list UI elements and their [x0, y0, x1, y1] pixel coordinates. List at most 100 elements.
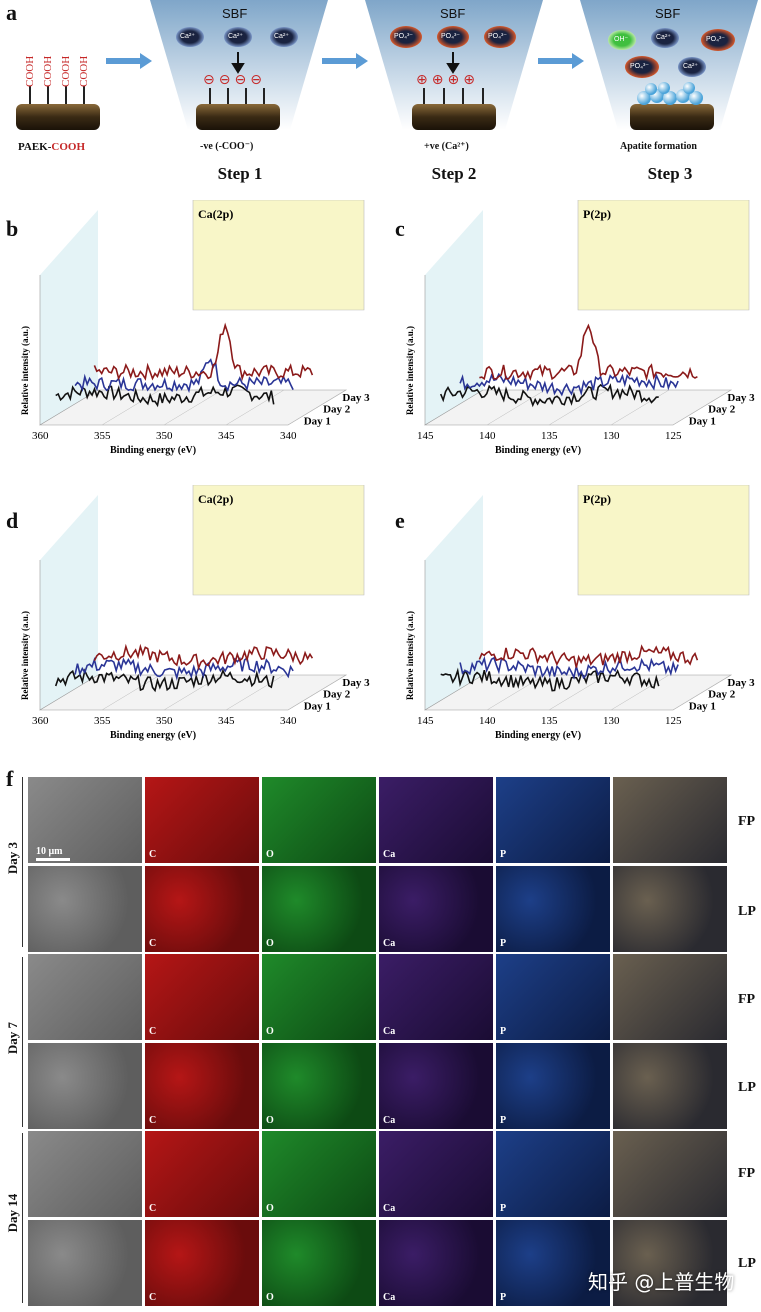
chart-title: Ca(2p) — [198, 492, 233, 506]
ion-label: Ca²⁺ — [683, 63, 698, 70]
grid-line — [486, 389, 546, 426]
eds-map-p: P — [496, 1042, 610, 1129]
eds-map-ca: Ca — [379, 1131, 493, 1217]
element-label: O — [266, 1203, 274, 1214]
series-line-day-2 — [74, 656, 294, 681]
element-label: O — [266, 1026, 274, 1037]
ion-label: Ca²⁺ — [180, 33, 195, 40]
overlay-map — [613, 865, 727, 952]
grid-line — [548, 389, 608, 426]
grid-line — [287, 389, 347, 426]
series-label: Day 3 — [342, 392, 370, 404]
x-axis-label: Binding energy (eV) — [495, 730, 581, 741]
ion-label: PO₄³⁻ — [441, 33, 460, 40]
series-label: Day 2 — [708, 689, 736, 701]
row-label: FP — [738, 992, 756, 1007]
xps-chart-c: P(2p) Relative intensity (a.u.) 145 140 135 1… — [405, 200, 755, 456]
x-tick-label: 135 — [541, 430, 558, 442]
day-bracket — [22, 777, 23, 947]
row-label: LP — [738, 1256, 756, 1271]
day-bracket — [22, 957, 23, 1127]
element-label: O — [266, 849, 274, 860]
x-tick-label: 135 — [541, 715, 558, 727]
element-label: P — [500, 1203, 507, 1214]
x-axis-label: Binding energy (eV) — [110, 730, 196, 741]
x-tick-label: 340 — [280, 430, 297, 442]
step1-caption: -ve (-COO⁻) — [200, 141, 254, 152]
grid-line — [672, 674, 732, 711]
rod-step2 — [412, 88, 496, 130]
panel-label-d: d — [6, 508, 19, 533]
y-axis-label: Relative intensity (a.u.) — [20, 326, 30, 415]
x-tick-label: 360 — [32, 430, 49, 442]
element-label: P — [500, 849, 507, 860]
overlay-map — [613, 1042, 727, 1129]
x-tick-label: 130 — [603, 715, 620, 727]
x-axis-label: Binding energy (eV) — [495, 445, 581, 456]
side-wall — [425, 495, 483, 710]
panel-label-c: c — [395, 216, 405, 241]
series-label: Day 3 — [342, 677, 370, 689]
cooh-labels: COOH COOH COOH COOH — [24, 55, 90, 87]
series-line-day-3 — [93, 322, 314, 382]
scale-bar: 10 μm — [36, 846, 70, 861]
chart-title: Ca(2p) — [198, 207, 233, 221]
element-label: Ca — [383, 937, 396, 949]
grid-line — [163, 674, 223, 711]
ion-label: OH⁻ — [614, 36, 629, 43]
ion-label: PO₄³⁻ — [706, 36, 725, 43]
x-tick-label: 345 — [218, 430, 235, 442]
sem-image — [28, 1219, 142, 1306]
element-label: P — [500, 1291, 507, 1303]
panel-label-f: f — [6, 766, 14, 791]
eds-map-p: P — [496, 865, 610, 952]
panel-a-schematic — [16, 0, 758, 130]
eds-map-o: O — [262, 954, 376, 1040]
step3-title: Step 3 — [647, 164, 693, 183]
x-tick-label: 140 — [479, 715, 496, 727]
x-tick-label: 350 — [156, 715, 173, 727]
series-label: Day 3 — [727, 677, 755, 689]
row-label: LP — [738, 904, 756, 919]
sem-image — [28, 1131, 142, 1217]
ion-label: Ca²⁺ — [274, 33, 289, 40]
chart-title: P(2p) — [583, 492, 611, 506]
sbf-label-3: SBF — [655, 6, 681, 21]
element-label: C — [149, 1114, 157, 1126]
element-label: C — [149, 937, 157, 949]
xps-chart-d: Ca(2p) Relative intensity (a.u.) 360 355 350… — [20, 485, 370, 741]
eds-map-ca: Ca — [379, 777, 493, 863]
element-label: Ca — [383, 849, 396, 860]
step3-caption: Apatite formation — [620, 141, 697, 152]
series-line-day-2 — [74, 358, 294, 394]
ions-step3 — [608, 28, 735, 78]
x-tick-label: 355 — [94, 715, 111, 727]
series-line-day-3 — [478, 644, 699, 668]
sbf-label-2: SBF — [440, 6, 466, 21]
element-label: O — [266, 1291, 274, 1303]
overlay-map — [613, 1219, 727, 1306]
eds-map-o: O — [262, 1042, 376, 1129]
eds-map-c: C — [145, 777, 259, 863]
x-tick-label: 145 — [417, 715, 434, 727]
eds-map-p: P — [496, 954, 610, 1040]
eds-map-ca: Ca — [379, 1042, 493, 1129]
series-label: Day 3 — [727, 392, 755, 404]
step2-caption: +ve (Ca²⁺) — [424, 141, 469, 152]
x-tick-label: 125 — [665, 715, 682, 727]
x-tick-label: 355 — [94, 430, 111, 442]
series-label: Day 2 — [323, 404, 351, 416]
series-label: Day 1 — [304, 700, 331, 712]
ions-step2 — [390, 26, 516, 48]
side-wall — [40, 495, 98, 710]
sem-image — [28, 954, 142, 1040]
series-label: Day 2 — [323, 689, 351, 701]
rod-step1 — [196, 88, 280, 130]
element-label: C — [149, 849, 157, 860]
element-label: C — [149, 1291, 157, 1303]
xps-chart-e: P(2p) Relative intensity (a.u.) 145 140 135 1… — [405, 485, 755, 741]
side-wall — [425, 210, 483, 425]
eds-map-p: P — [496, 1131, 610, 1217]
eds-map-c: C — [145, 1219, 259, 1306]
eds-map-p: P — [496, 777, 610, 863]
